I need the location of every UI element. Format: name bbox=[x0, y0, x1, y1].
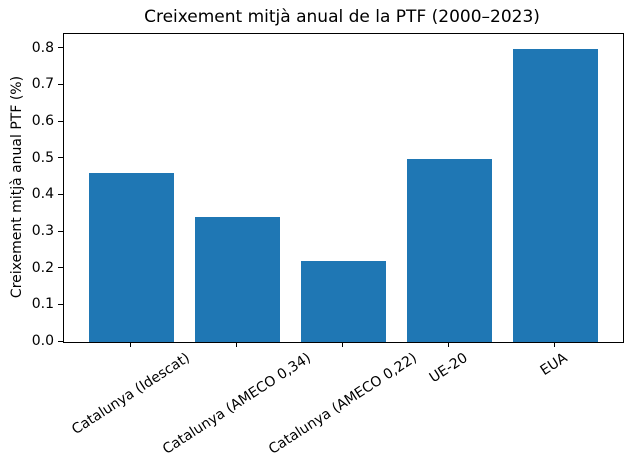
y-tick-mark bbox=[58, 303, 63, 305]
x-tick-label: Catalunya (Idescat) bbox=[68, 350, 193, 439]
y-tick-label: 0.2 bbox=[31, 259, 54, 276]
y-tick-mark bbox=[58, 157, 63, 159]
y-tick-mark bbox=[58, 120, 63, 122]
y-tick-label: 0.4 bbox=[31, 186, 54, 203]
bar bbox=[89, 173, 175, 342]
y-tick-label: 0.7 bbox=[31, 76, 54, 93]
y-tick-label: 0.5 bbox=[31, 149, 54, 166]
x-tick-mark bbox=[447, 342, 449, 347]
x-tick-label: EUA bbox=[537, 350, 571, 380]
y-tick-mark bbox=[58, 193, 63, 195]
bar bbox=[512, 48, 598, 342]
y-tick-mark bbox=[58, 267, 63, 269]
y-tick-label: 0.0 bbox=[31, 333, 54, 349]
y-tick-label: 0.8 bbox=[31, 39, 54, 56]
y-tick-mark bbox=[58, 340, 63, 342]
x-tick-mark bbox=[130, 342, 132, 347]
chart-title: Creixement mitjà anual de la PTF (2000–2… bbox=[144, 7, 540, 27]
x-tick-mark bbox=[236, 342, 238, 347]
bar bbox=[301, 261, 386, 342]
y-tick-label: 0.3 bbox=[31, 223, 54, 239]
bar bbox=[407, 158, 492, 342]
x-tick-label: UE-20 bbox=[426, 350, 471, 387]
y-tick-label: 0.6 bbox=[31, 113, 54, 129]
y-tick-label: 0.1 bbox=[31, 296, 54, 313]
y-tick-mark bbox=[58, 47, 63, 49]
x-tick-mark bbox=[553, 342, 555, 347]
x-tick-mark bbox=[342, 342, 343, 347]
y-tick-mark bbox=[58, 230, 63, 232]
plot-area bbox=[63, 33, 624, 343]
y-tick-mark bbox=[58, 83, 63, 85]
bar bbox=[195, 217, 280, 342]
